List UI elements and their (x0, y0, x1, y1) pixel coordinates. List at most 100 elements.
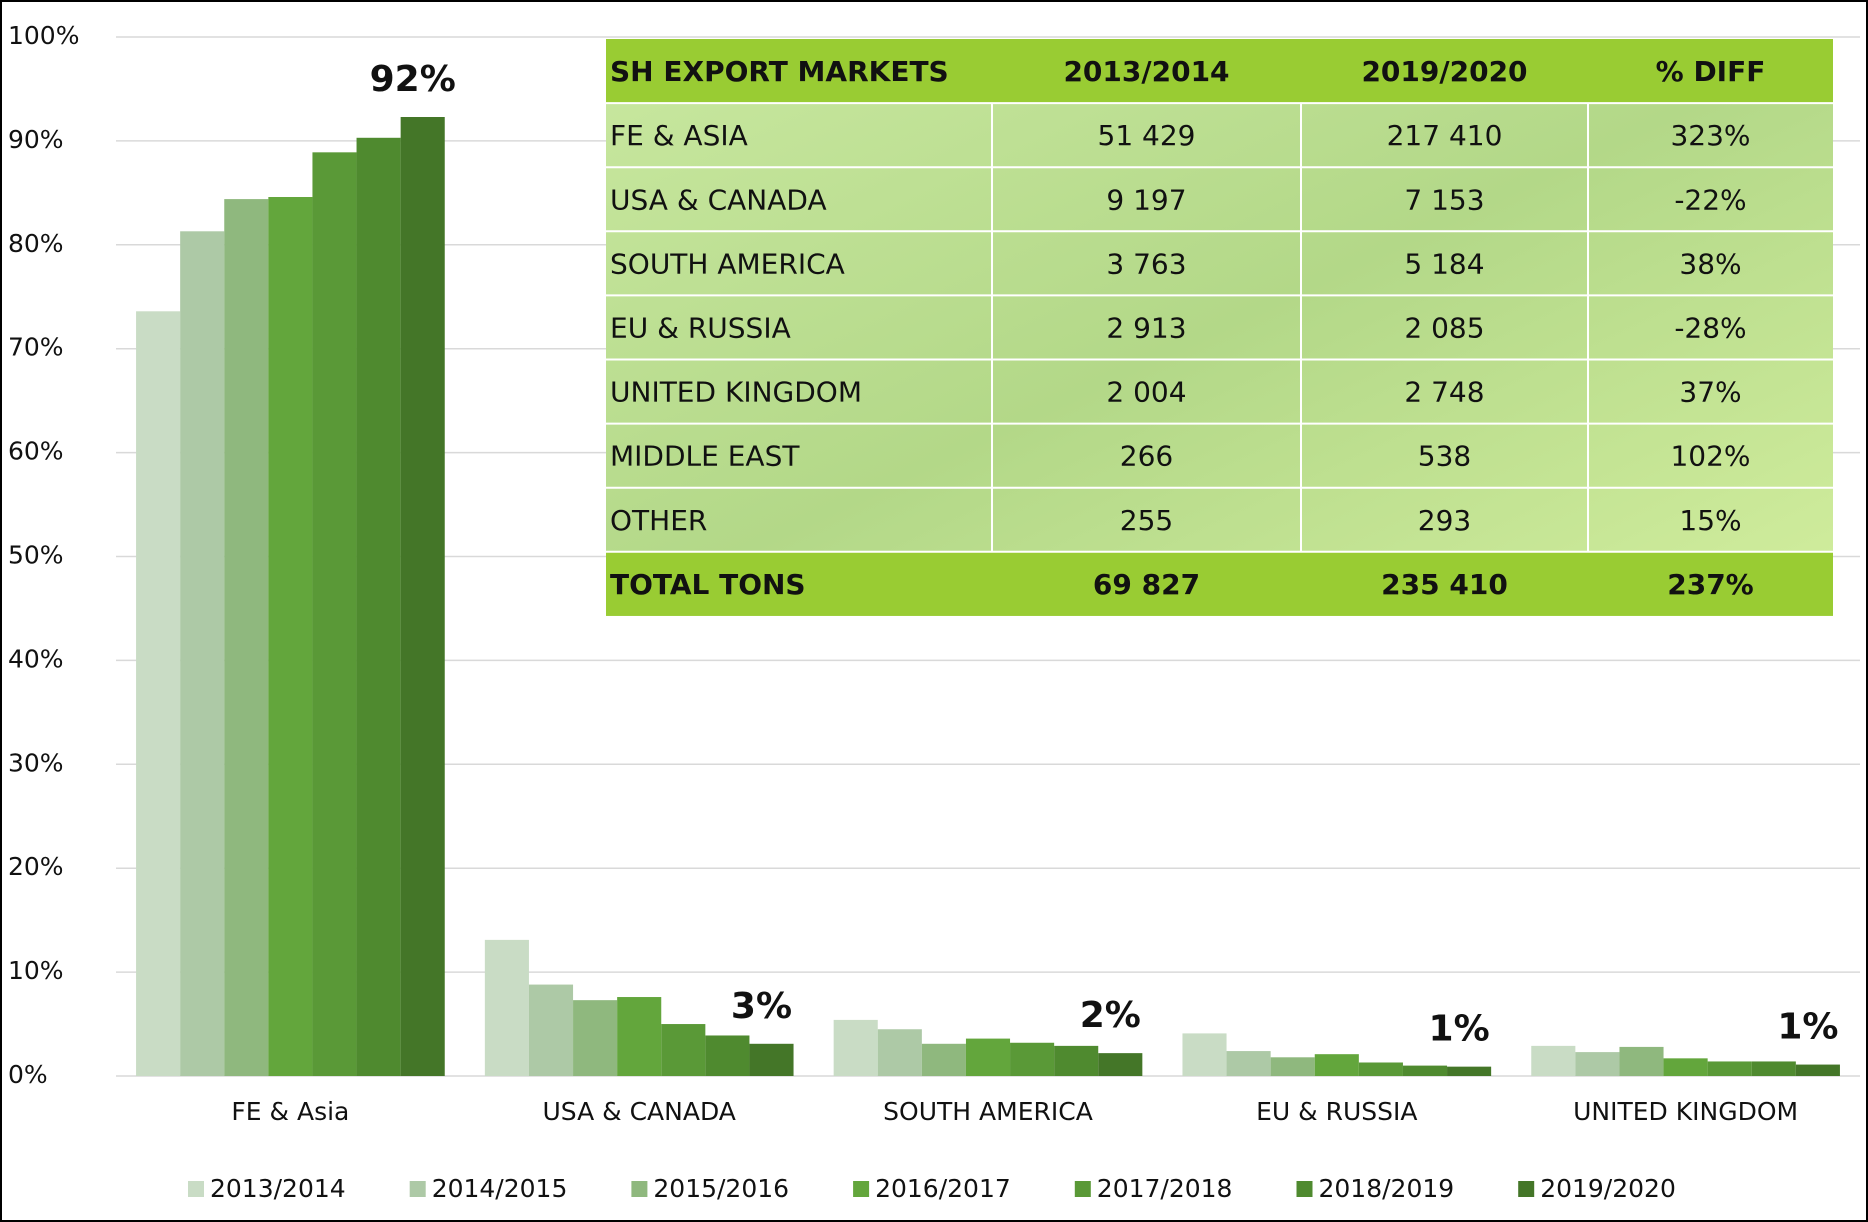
bar (180, 231, 225, 1077)
table-cell: 5 184 (1404, 247, 1484, 280)
bar (573, 1000, 618, 1076)
data-label: 3% (731, 986, 792, 1027)
table-cell: FE & ASIA (610, 119, 748, 152)
table-cell: 38% (1679, 247, 1741, 280)
bar (1270, 1057, 1315, 1076)
legend-swatch (188, 1181, 204, 1197)
bar (1795, 1064, 1840, 1076)
legend-label: 2013/2014 (210, 1174, 346, 1203)
legend-label: 2018/2019 (1319, 1174, 1455, 1203)
bar (1531, 1045, 1576, 1076)
table-cell: 7 153 (1404, 183, 1484, 216)
bar (400, 117, 445, 1077)
table-cell: OTHER (610, 504, 707, 537)
bar (1182, 1033, 1227, 1076)
legend-label: 2019/2020 (1540, 1174, 1676, 1203)
table-cell: 2 913 (1106, 311, 1186, 344)
table-cell: SOUTH AMERICA (610, 247, 845, 280)
table-cell: -22% (1674, 183, 1746, 216)
y-tick-label: 80% (8, 229, 64, 258)
table-cell: TOTAL TONS (610, 568, 806, 601)
legend-swatch (853, 1181, 870, 1197)
legend-label: 2016/2017 (875, 1174, 1011, 1203)
x-tick-label: FE & Asia (231, 1097, 349, 1126)
table-cell: 323% (1670, 119, 1750, 152)
legend-label: 2014/2015 (432, 1174, 568, 1203)
table-cell: 15% (1679, 504, 1741, 537)
table-cell: 2 748 (1404, 376, 1484, 409)
table-cell: SH EXPORT MARKETS (610, 55, 949, 88)
table-cell: 69 827 (1093, 568, 1200, 601)
bar (1098, 1053, 1143, 1076)
table-cell: 3 763 (1106, 247, 1186, 280)
bar (1663, 1058, 1708, 1076)
legend-swatch (1296, 1181, 1313, 1197)
bar (1751, 1061, 1796, 1076)
bar (1054, 1045, 1099, 1076)
table-cell: 538 (1418, 440, 1471, 473)
bar (484, 939, 529, 1076)
bar (833, 1019, 878, 1076)
y-tick-label: 40% (8, 644, 64, 673)
bar (1358, 1062, 1403, 1076)
table-cell: 51 429 (1098, 119, 1196, 152)
bar (877, 1029, 922, 1076)
bar (356, 137, 401, 1076)
data-label: 1% (1429, 1009, 1490, 1050)
legend-swatch (409, 1181, 426, 1197)
table-cell: 2 004 (1106, 376, 1186, 409)
y-tick-label: 100% (8, 21, 79, 50)
table-cell: 2013/2014 (1063, 55, 1229, 88)
bar (1010, 1042, 1055, 1076)
bar (1619, 1046, 1664, 1076)
bar (224, 199, 269, 1077)
table-cell: 37% (1679, 376, 1741, 409)
table-body (606, 39, 1833, 616)
bar (617, 997, 662, 1076)
legend-swatch (631, 1181, 648, 1197)
bar (921, 1043, 966, 1076)
table-cell: MIDDLE EAST (610, 440, 800, 473)
table-cell: 2019/2020 (1361, 55, 1527, 88)
table-band (606, 551, 1833, 616)
y-tick-label: 10% (8, 956, 64, 985)
legend-swatch (1074, 1181, 1091, 1197)
bar (136, 311, 181, 1076)
bar (1447, 1066, 1492, 1076)
table-cell: UNITED KINGDOM (610, 376, 862, 409)
y-tick-label: 90% (8, 125, 64, 154)
table-cell: USA & CANADA (610, 183, 827, 216)
legend-label: 2015/2016 (653, 1174, 789, 1203)
y-tick-label: 70% (8, 333, 64, 362)
table-cell: 102% (1670, 440, 1750, 473)
table-cell: 266 (1120, 440, 1173, 473)
bar (1575, 1052, 1620, 1076)
bar (705, 1035, 750, 1076)
y-tick-label: 20% (8, 852, 64, 881)
y-tick-label: 30% (8, 748, 64, 777)
bar (1226, 1051, 1271, 1076)
bar (1314, 1054, 1359, 1076)
table-band (606, 39, 1833, 104)
table-cell: 255 (1120, 504, 1173, 537)
table-cell: 235 410 (1381, 568, 1508, 601)
bar (312, 152, 357, 1077)
data-label: 92% (370, 59, 456, 100)
y-tick-label: 0% (8, 1060, 48, 1089)
data-label: 1% (1777, 1007, 1838, 1048)
x-tick-label: EU & RUSSIA (1256, 1097, 1417, 1126)
table-cell: 2 085 (1404, 311, 1484, 344)
x-tick-label: USA & CANADA (542, 1097, 735, 1126)
y-tick-label: 60% (8, 437, 64, 466)
bar (528, 984, 574, 1076)
table-cell: 293 (1418, 504, 1471, 537)
bar (268, 197, 313, 1077)
bar (965, 1038, 1011, 1076)
bar (661, 1024, 706, 1076)
legend-swatch (1518, 1181, 1535, 1197)
legend-label: 2017/2018 (1097, 1174, 1233, 1203)
x-tick-label: SOUTH AMERICA (883, 1097, 1093, 1126)
bar (1402, 1065, 1448, 1076)
table-cell: 9 197 (1106, 183, 1186, 216)
